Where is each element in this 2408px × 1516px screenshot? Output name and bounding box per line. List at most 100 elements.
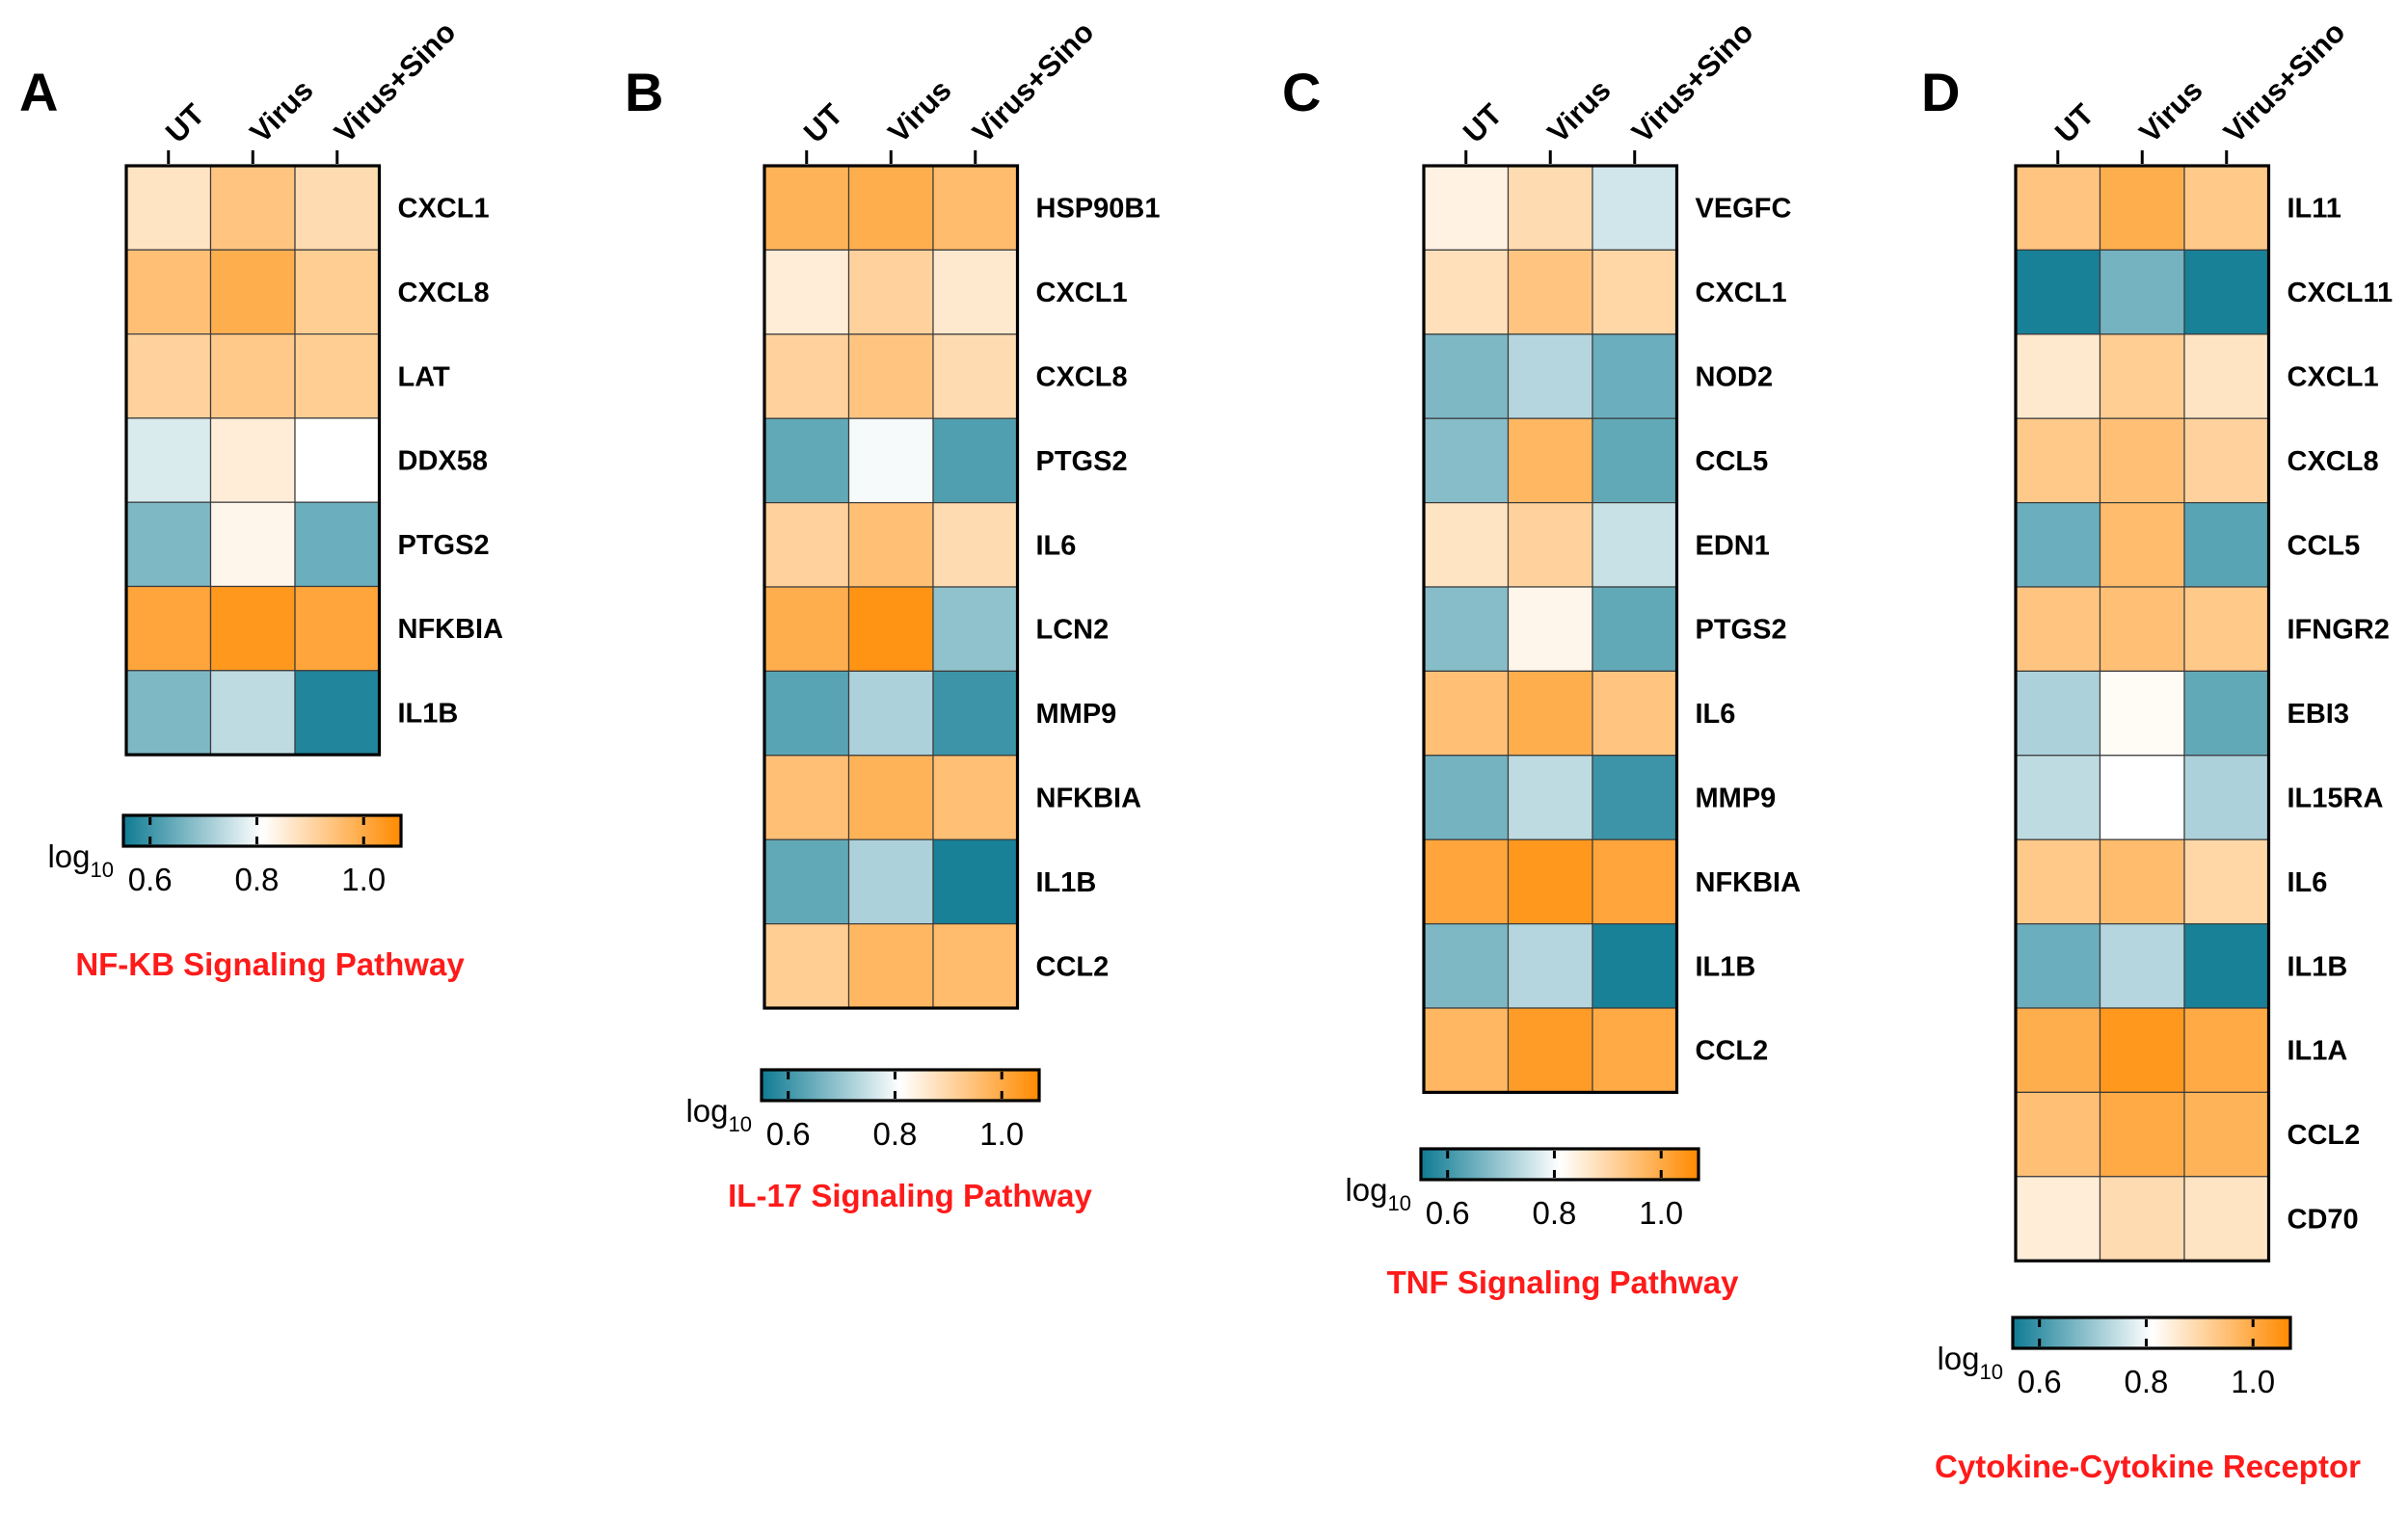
row-label: IL11 — [2288, 194, 2341, 225]
colorbar-unit: log10 — [47, 838, 114, 882]
heatmap-cell — [1592, 501, 1678, 588]
heatmap-cell — [294, 165, 381, 251]
heatmap-cell — [932, 417, 1019, 504]
heatmap-cell — [2099, 417, 2185, 504]
colorbar-unit: log10 — [1937, 1341, 2003, 1384]
heatmap-cell — [209, 501, 296, 588]
heatmap-cell — [1423, 501, 1510, 588]
heatmap-cell — [1592, 249, 1678, 335]
row-label: IL15RA — [2288, 784, 2384, 814]
heatmap-cell — [1592, 1007, 1678, 1094]
heatmap-cell — [2183, 670, 2270, 757]
colorbar: 0.6 0.8 1.0 log10 — [1345, 1147, 1700, 1231]
heatmap-cell — [294, 417, 381, 503]
heatmap-cell — [847, 417, 934, 504]
colorbar-unit-base: log — [1345, 1172, 1387, 1208]
row-label: IFNGR2 — [2288, 615, 2390, 646]
heatmap-cell — [2183, 586, 2270, 673]
row-label: IL1A — [2288, 1036, 2348, 1067]
colorbar-unit-subscript: 10 — [729, 1112, 752, 1136]
heatmap-cell — [847, 501, 934, 588]
heatmap-cell — [2015, 249, 2101, 335]
heatmap-cell — [2099, 838, 2185, 925]
heatmap-cell — [763, 755, 850, 840]
colorbar-unit-base: log — [1937, 1341, 1979, 1376]
heatmap-cell — [847, 838, 934, 925]
heatmap-cell — [1592, 922, 1678, 1009]
heatmap-cell — [1507, 670, 1593, 757]
row-label: IL1B — [1696, 951, 1756, 982]
heatmap-cell — [294, 501, 381, 588]
heatmap-cell — [2015, 838, 2101, 925]
colorbar-bar — [121, 813, 403, 848]
colorbar-unit-base: log — [685, 1093, 728, 1129]
heatmap-cell — [763, 165, 850, 252]
heatmap-cell — [1507, 838, 1593, 925]
heatmap-cell — [2099, 249, 2185, 335]
heatmap-cell — [2015, 1007, 2101, 1094]
column-label: Virus+Sino — [966, 14, 1100, 148]
heatmap-cell — [294, 333, 381, 419]
heatmap-cell — [2099, 670, 2185, 757]
heatmap-cell — [1423, 670, 1510, 757]
row-label: CXCL11 — [2288, 278, 2394, 308]
heatmap-cell — [1423, 586, 1510, 673]
heatmap-cell — [2099, 165, 2185, 252]
heatmap-cell — [1507, 249, 1593, 335]
heatmap-cell — [2015, 755, 2101, 840]
row-label: CXCL8 — [1036, 362, 1128, 393]
heatmap-cell — [1592, 670, 1678, 757]
heatmap-cell — [763, 838, 850, 925]
row-label: MMP9 — [1036, 699, 1117, 730]
panel-c: C VEGFC CXCL1 NOD2 CCL5 EDN1 PTGS2 IL6 MMP9 NFKBI… — [1282, 14, 1801, 1300]
row-label: VEGFC — [1696, 194, 1792, 225]
heatmap-cell — [1507, 1007, 1593, 1094]
colorbar-unit-subscript: 10 — [1980, 1360, 2003, 1384]
heatmap-cell — [2015, 165, 2101, 252]
heatmap-cell — [1423, 1007, 1510, 1094]
heatmap-cell — [847, 249, 934, 335]
colorbar-tick-label: 0.6 — [1426, 1195, 1470, 1231]
row-label: CXCL1 — [398, 194, 490, 225]
row-label: CD70 — [2288, 1205, 2359, 1236]
heatmap-cell — [1423, 165, 1510, 252]
heatmap-cell — [2015, 501, 2101, 588]
row-label: NFKBIA — [398, 614, 504, 645]
heatmap-cell — [932, 755, 1019, 840]
heatmap-cell — [763, 670, 850, 757]
colorbar-tick-label: 0.8 — [873, 1116, 918, 1152]
heatmap-cell — [125, 249, 212, 335]
row-label: DDX58 — [398, 446, 489, 477]
row-label: CCL5 — [2288, 530, 2361, 561]
colorbar-unit-subscript: 10 — [91, 858, 114, 882]
heatmap-cell — [1592, 586, 1678, 673]
heatmap-cell — [125, 333, 212, 419]
heatmap-cell — [2183, 249, 2270, 335]
heatmap-cell — [125, 670, 212, 756]
heatmap-cell — [763, 501, 850, 588]
heatmap-border — [2014, 164, 2271, 1263]
heatmap-cell — [125, 165, 212, 251]
heatmap-cell — [763, 249, 850, 335]
heatmap-cell — [932, 333, 1019, 419]
heatmap-cell — [847, 922, 934, 1009]
colorbar-tick-label: 0.6 — [128, 862, 173, 897]
colorbar-unit-base: log — [47, 838, 90, 874]
row-label: MMP9 — [1696, 784, 1777, 814]
row-label: LCN2 — [1036, 615, 1110, 646]
colorbar-tick-label: 1.0 — [979, 1116, 1024, 1152]
heatmap-cell — [932, 165, 1019, 252]
row-label: IL6 — [1696, 699, 1736, 730]
colorbar-tick-label: 1.0 — [341, 862, 386, 897]
heatmap-border — [124, 164, 382, 757]
column-label: UT — [1457, 97, 1509, 149]
column-label: UT — [797, 97, 849, 149]
column-label: UT — [159, 97, 211, 149]
row-label: CCL2 — [2288, 1120, 2361, 1151]
colorbar-tick-label: 0.8 — [235, 862, 280, 897]
colorbar-tick-label: 0.8 — [1533, 1195, 1577, 1231]
pathway-title: NF-KB Signaling Pathway — [75, 946, 465, 982]
heatmap-cell — [2183, 1091, 2270, 1178]
heatmap-cell — [932, 586, 1019, 673]
pathway-title: IL-17 Signaling Pathway — [728, 1178, 1092, 1213]
